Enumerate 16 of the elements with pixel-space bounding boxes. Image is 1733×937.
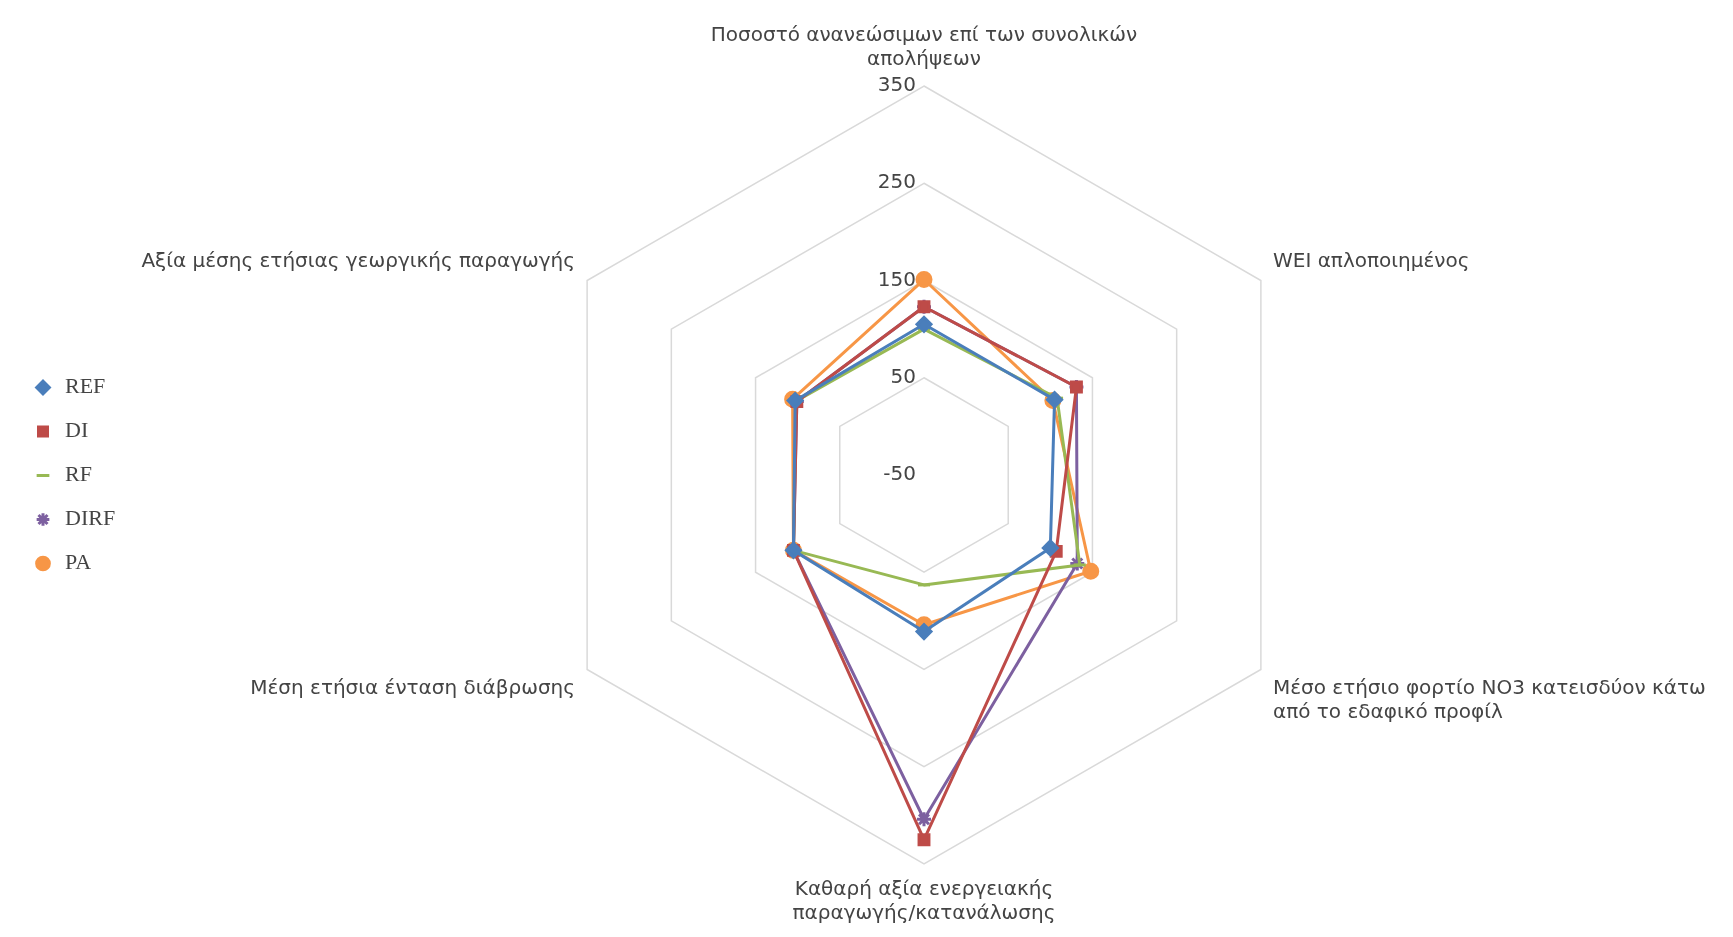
- spoke-label: WEI απλοποιημένος: [1273, 247, 1470, 272]
- y-tick-label: -50: [883, 461, 916, 486]
- spoke-label: Μέση ετήσια ένταση διάβρωσης: [250, 674, 575, 699]
- spoke-label: Μέσο ετήσιο φορτίο ΝΟ3 κατεισδύον κάτω από το εδαφικό προφίλ: [1273, 674, 1706, 723]
- spoke-label: Καθαρή αξία ενεργειακής παραγωγής/κατανάλωσης: [792, 876, 1056, 925]
- legend-label: DI: [65, 417, 89, 443]
- legend-label: PA: [65, 549, 92, 575]
- legend-label: REF: [65, 373, 106, 399]
- spoke-label: Ποσοστό ανανεώσιμων επί των συνολικών απολήψεων: [710, 22, 1138, 71]
- spoke-label: Αξία μέσης ετήσιας γεωργικής παραγωγής: [141, 247, 575, 272]
- y-tick-label: 350: [877, 72, 916, 97]
- y-tick-label: 50: [890, 363, 916, 388]
- y-tick-label: 150: [877, 266, 916, 291]
- y-tick-label: 250: [877, 169, 916, 194]
- legend-label: RF: [65, 461, 92, 487]
- legend-label: DIRF: [65, 505, 116, 531]
